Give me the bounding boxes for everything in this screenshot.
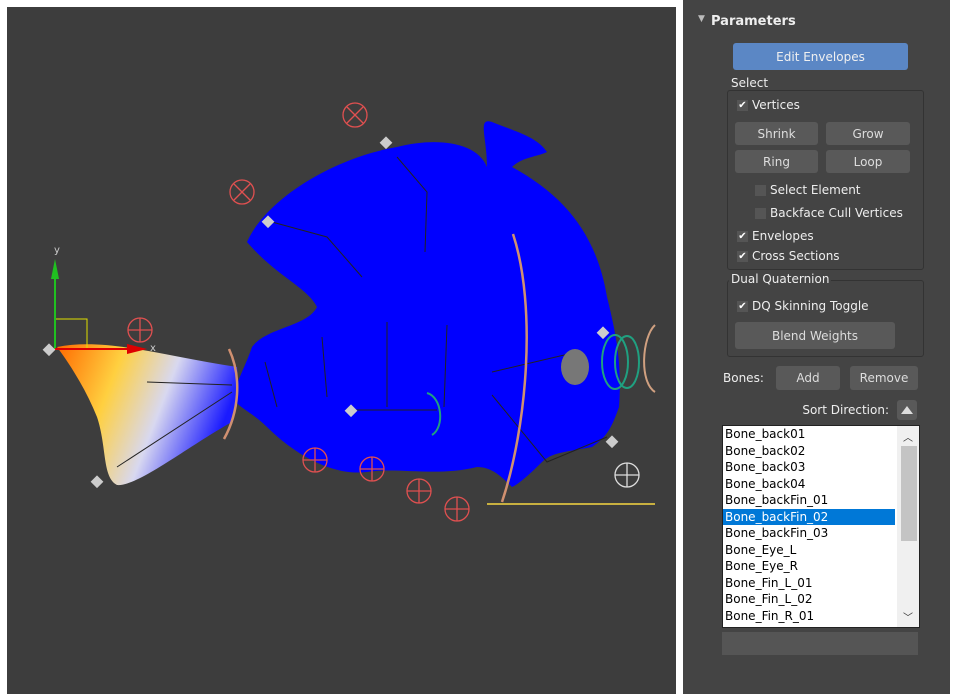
checkbox[interactable]: ✔ Cross Sections <box>737 249 840 263</box>
bone-links <box>116 156 608 468</box>
cross-section <box>643 324 656 393</box>
parameters-panel: ▼ Parameters Edit Envelopes Select ✔ Vert… <box>683 0 950 694</box>
bone-item[interactable]: Bone_back03 <box>725 460 806 474</box>
bone-item[interactable]: Bone_Fin_R_01 <box>725 608 815 623</box>
select-group <box>727 90 924 270</box>
checkbox-label[interactable]: DQ Skinning Toggle <box>752 299 869 313</box>
checkbox-label[interactable]: Envelopes <box>752 229 814 243</box>
group-label: Dual Quaternion <box>729 272 832 286</box>
blend-weights-button[interactable]: Blend Weights <box>735 322 895 349</box>
checkbox[interactable]: Select Element <box>755 183 861 197</box>
scrollbar[interactable]: ︿ ﹀ <box>897 426 919 627</box>
checkbox-label[interactable]: Select Element <box>770 183 861 197</box>
shrink-button[interactable]: Shrink <box>735 122 818 145</box>
bone-item[interactable]: Bone_Fin_L_01 <box>725 575 813 590</box>
bones-label: Bones: <box>723 371 764 385</box>
checkbox-box[interactable]: ✔ <box>737 300 748 312</box>
sort-label: Sort Direction: <box>802 403 889 417</box>
helpers <box>127 102 470 522</box>
bone-item[interactable]: Bone_backFin_02 <box>723 508 895 525</box>
loop-button[interactable]: Loop <box>826 150 910 173</box>
bone-item[interactable]: Bone_backFin_03 <box>725 526 829 540</box>
fish-body <box>232 121 620 487</box>
checkbox[interactable]: Backface Cull Vertices <box>755 206 903 220</box>
grow-button[interactable]: Grow <box>826 122 910 145</box>
checkbox-label[interactable]: Cross Sections <box>752 249 840 263</box>
axis-label: y <box>54 245 60 256</box>
helper <box>614 462 640 488</box>
bone-item[interactable]: Bone_back04 <box>725 476 806 491</box>
bone-item[interactable]: Bone_back02 <box>725 443 806 458</box>
rollout-title[interactable]: Parameters <box>711 14 796 29</box>
checkbox-box[interactable]: ✔ <box>737 230 748 242</box>
bone-item[interactable]: Bone_backFin_01 <box>725 493 829 507</box>
edit-envelopes-button[interactable]: Edit Envelopes <box>733 43 908 70</box>
checkbox-box[interactable] <box>755 184 766 196</box>
scroll-down[interactable]: ﹀ <box>903 613 913 624</box>
bone-item[interactable]: Bone_Eye_L <box>725 542 797 557</box>
sort-button[interactable] <box>897 400 917 420</box>
gizmo-y-arrow <box>51 259 59 279</box>
eye-rings <box>426 334 640 436</box>
remove-button[interactable]: Remove <box>850 366 918 390</box>
name-field[interactable] <box>722 632 918 655</box>
checkbox[interactable]: ✔ Vertices <box>737 98 800 112</box>
checkbox-label[interactable]: Vertices <box>752 98 800 112</box>
gizmo-x-arrow <box>127 344 147 354</box>
checkbox-label[interactable]: Backface Cull Vertices <box>770 206 903 220</box>
add-button[interactable]: Add <box>776 366 840 390</box>
bone-item[interactable]: Bone_Fin_L_02 <box>725 592 813 606</box>
cross-section <box>222 348 239 440</box>
collapse-arrow[interactable]: ▼ <box>698 14 705 24</box>
cross-section <box>500 233 528 503</box>
sort-icon <box>901 406 913 414</box>
group-label: Select <box>729 76 771 90</box>
bone-item[interactable]: Bone_back01 <box>725 427 806 441</box>
checkbox[interactable]: ✔ Envelopes <box>737 229 814 243</box>
scene: y x <box>42 102 656 522</box>
checkbox-box[interactable] <box>755 207 766 219</box>
bone-list[interactable]: ︿ ﹀ Bone_back01 Bone_back02 Bone_back03 Bon… <box>722 425 920 628</box>
scroll-thumb[interactable] <box>901 446 917 541</box>
checkbox-box[interactable]: ✔ <box>737 99 748 111</box>
ring-button[interactable]: Ring <box>735 150 818 173</box>
viewport[interactable]: y x <box>7 7 676 694</box>
checkbox-box[interactable]: ✔ <box>737 250 748 262</box>
bone-item[interactable]: Bone_Eye_R <box>725 559 798 573</box>
eye <box>561 349 589 385</box>
scroll-up[interactable]: ︿ <box>903 433 913 444</box>
axis-label: x <box>150 343 156 354</box>
fish-tail <box>57 344 238 486</box>
checkbox[interactable]: ✔ DQ Skinning Toggle <box>737 299 869 313</box>
